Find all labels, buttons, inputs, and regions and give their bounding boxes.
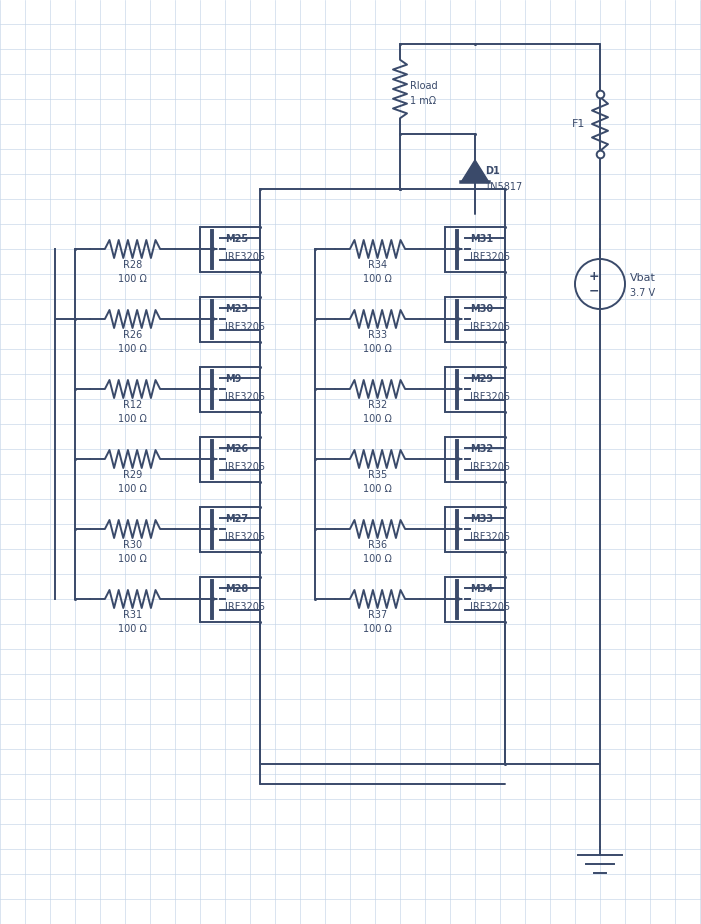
Text: M26: M26 [225, 444, 248, 454]
Text: IRF3205: IRF3205 [225, 322, 265, 332]
Text: IRF3205: IRF3205 [225, 602, 265, 612]
Text: R37: R37 [368, 610, 387, 620]
Bar [200, 506, 260, 552]
Polygon shape [461, 160, 489, 182]
Bar [200, 226, 260, 272]
Text: R29: R29 [123, 470, 142, 480]
Bar [445, 367, 505, 411]
Text: 100 Ω: 100 Ω [118, 554, 147, 564]
Text: M9: M9 [225, 374, 241, 384]
Text: R35: R35 [368, 470, 387, 480]
Text: R30: R30 [123, 540, 142, 550]
Text: R31: R31 [123, 610, 142, 620]
Text: R33: R33 [368, 330, 387, 340]
Bar [445, 436, 505, 481]
Text: 100 Ω: 100 Ω [118, 414, 147, 424]
Text: 100 Ω: 100 Ω [118, 624, 147, 634]
Text: R26: R26 [123, 330, 142, 340]
Bar [200, 367, 260, 411]
Text: IRF3205: IRF3205 [470, 532, 510, 542]
Text: M28: M28 [225, 584, 248, 594]
Text: −: − [589, 285, 599, 298]
Text: 100 Ω: 100 Ω [118, 344, 147, 354]
Text: 1N5817: 1N5817 [485, 182, 523, 192]
Text: F1: F1 [571, 119, 585, 129]
Text: 100 Ω: 100 Ω [363, 554, 392, 564]
Text: IRF3205: IRF3205 [470, 462, 510, 472]
Text: R28: R28 [123, 260, 142, 270]
Text: M23: M23 [225, 304, 248, 314]
Bar [200, 577, 260, 622]
Text: IRF3205: IRF3205 [225, 252, 265, 262]
Text: R36: R36 [368, 540, 387, 550]
Text: M30: M30 [470, 304, 493, 314]
Bar [445, 577, 505, 622]
Text: M31: M31 [470, 234, 493, 244]
Bar [445, 297, 505, 342]
Text: Vbat: Vbat [630, 273, 656, 283]
Text: 100 Ω: 100 Ω [118, 274, 147, 284]
Text: R32: R32 [368, 400, 387, 410]
Text: M29: M29 [470, 374, 493, 384]
Text: IRF3205: IRF3205 [225, 532, 265, 542]
Text: 100 Ω: 100 Ω [363, 414, 392, 424]
Bar [200, 297, 260, 342]
Text: M25: M25 [225, 234, 248, 244]
Bar [445, 506, 505, 552]
Bar [200, 436, 260, 481]
Text: Rload: Rload [410, 81, 437, 91]
Text: M34: M34 [470, 584, 493, 594]
Bar [445, 226, 505, 272]
Text: IRF3205: IRF3205 [470, 392, 510, 402]
Text: M27: M27 [225, 514, 248, 524]
Text: 100 Ω: 100 Ω [363, 624, 392, 634]
Text: 100 Ω: 100 Ω [363, 344, 392, 354]
Text: D1: D1 [485, 166, 500, 176]
Text: IRF3205: IRF3205 [225, 392, 265, 402]
Text: M33: M33 [470, 514, 493, 524]
Text: R34: R34 [368, 260, 387, 270]
Text: IRF3205: IRF3205 [470, 322, 510, 332]
Text: IRF3205: IRF3205 [470, 602, 510, 612]
Text: +: + [589, 271, 599, 284]
Text: 100 Ω: 100 Ω [118, 484, 147, 494]
Text: 100 Ω: 100 Ω [363, 274, 392, 284]
Text: 1 mΩ: 1 mΩ [410, 96, 436, 106]
Text: R12: R12 [123, 400, 142, 410]
Text: 3.7 V: 3.7 V [630, 288, 655, 298]
Text: IRF3205: IRF3205 [470, 252, 510, 262]
Text: 100 Ω: 100 Ω [363, 484, 392, 494]
Text: M32: M32 [470, 444, 493, 454]
Text: IRF3205: IRF3205 [225, 462, 265, 472]
